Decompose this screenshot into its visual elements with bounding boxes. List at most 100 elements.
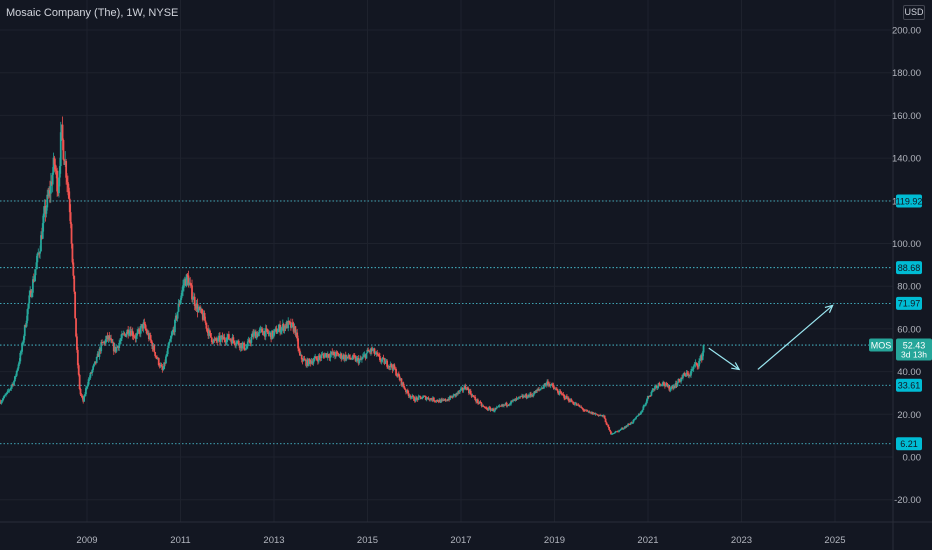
candle-body	[131, 330, 134, 337]
candle-body	[469, 390, 472, 395]
candle-body	[142, 322, 145, 329]
candle-body	[378, 354, 380, 357]
candle-body	[3, 395, 6, 399]
currency-button[interactable]: USD	[903, 5, 925, 20]
candle-body	[100, 342, 103, 352]
candle-body	[480, 402, 483, 406]
candle-body	[229, 339, 232, 341]
candle-body	[622, 428, 625, 430]
candle-body	[349, 357, 352, 359]
candle-body	[42, 213, 45, 224]
candle-body	[333, 351, 335, 356]
candle-body	[303, 358, 306, 360]
candle-body	[174, 319, 176, 333]
time-axis[interactable]: 2009 2011 2013 2015 2017 2019 2021 2023 2025	[0, 521, 932, 546]
candle-body	[8, 389, 11, 391]
y-tick-label: 0.00	[903, 453, 922, 464]
candle-body	[179, 299, 182, 305]
candle-body	[417, 396, 420, 400]
candle-body	[348, 354, 351, 358]
candle-body	[340, 353, 343, 359]
candle-body	[196, 303, 199, 313]
candle-body	[404, 388, 406, 390]
candle-body	[358, 359, 361, 364]
candle-body	[508, 404, 511, 406]
chart-title: Mosaic Company (The), 1W, NYSE	[6, 7, 179, 19]
candle-body	[76, 336, 78, 350]
candle-body	[23, 325, 26, 337]
candle-body	[22, 336, 25, 343]
price-axis[interactable]: -20.000.0020.0040.0060.0080.00100.00120.…	[869, 0, 932, 550]
candle-body	[560, 392, 563, 394]
candle-body	[685, 372, 688, 377]
candle-body	[488, 407, 491, 409]
candle-body	[161, 366, 164, 370]
candle-body	[110, 338, 112, 340]
candle-body	[430, 398, 433, 400]
candle-body	[180, 295, 183, 300]
candle-body	[188, 282, 191, 286]
candle-body	[377, 354, 380, 356]
arrow-line[interactable]	[708, 347, 740, 370]
candle-body	[646, 399, 648, 403]
candle-body	[264, 328, 267, 337]
candle-body	[41, 223, 44, 239]
candle-body	[275, 328, 278, 334]
candle-body	[287, 320, 290, 329]
candle-body	[245, 346, 248, 349]
candle-body	[297, 338, 299, 349]
candle-body	[637, 415, 639, 417]
x-tick-label: 2017	[450, 535, 471, 546]
candle-body	[483, 406, 486, 408]
candle-body	[680, 377, 682, 382]
candle-body	[72, 262, 75, 276]
candle-body	[570, 399, 573, 402]
candle-body	[381, 357, 384, 360]
x-tick-label: 2015	[357, 535, 378, 546]
candle-body	[149, 335, 152, 341]
candle-body	[429, 398, 432, 401]
candle-body	[353, 356, 356, 358]
candle-body	[690, 369, 693, 372]
candle-body	[223, 336, 226, 341]
candle-body	[656, 386, 659, 388]
candle-body	[632, 419, 635, 423]
candle-body	[283, 325, 286, 331]
candle-body	[535, 390, 538, 393]
candle-body	[693, 364, 696, 367]
candle-body	[516, 397, 519, 399]
level-label: 33.61	[898, 381, 921, 391]
candle-body	[87, 379, 90, 385]
candle-body	[604, 418, 607, 423]
level-label: 119.92	[896, 196, 923, 206]
candle-body	[490, 409, 493, 411]
candle-body	[627, 424, 629, 426]
candle-body	[610, 431, 612, 435]
candle-body	[73, 275, 76, 292]
candle-body	[324, 354, 326, 358]
candle-body	[442, 399, 445, 401]
candle-body	[514, 398, 517, 401]
candle-body	[92, 366, 95, 370]
candle-body	[318, 355, 321, 357]
candle-body	[2, 398, 5, 401]
candle-body	[643, 405, 646, 407]
arrow-line[interactable]	[757, 304, 834, 370]
candle-body	[170, 335, 173, 339]
candle-body	[155, 355, 157, 357]
candle-body	[7, 390, 10, 392]
candle-body	[176, 311, 179, 319]
candle-body	[653, 388, 656, 390]
candle-body	[424, 396, 427, 400]
candle-body	[199, 307, 201, 311]
candle-body	[51, 172, 54, 185]
level-label: 6.21	[900, 439, 918, 449]
candle-body	[300, 354, 303, 360]
candle-body	[410, 397, 413, 398]
candle-body	[393, 364, 396, 369]
candle-body	[687, 373, 690, 376]
candle-body	[446, 400, 449, 402]
candle-body	[701, 352, 704, 360]
